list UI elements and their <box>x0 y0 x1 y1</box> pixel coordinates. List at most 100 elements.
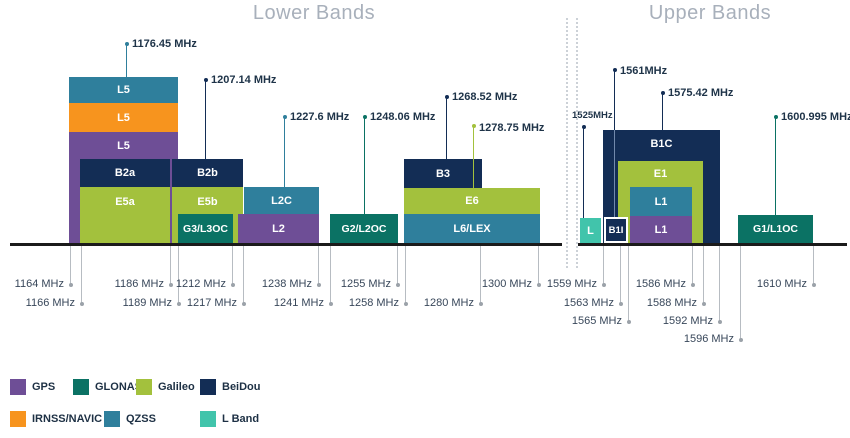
edge-dot <box>317 283 321 287</box>
edge-dot <box>80 302 84 306</box>
marker-label: 1278.75 MHz <box>479 122 545 134</box>
marker-dot <box>472 124 476 128</box>
edge-dot <box>169 283 173 287</box>
band-block-l-band: L <box>580 218 601 243</box>
upper-bands-title: Upper Bands <box>648 2 772 24</box>
legend-item-beidou: BeiDou <box>200 379 261 395</box>
edge-label: 1238 MHz <box>261 278 312 290</box>
marker-dot <box>204 78 208 82</box>
marker-line-1176.45MHz <box>126 44 127 77</box>
legend-swatch-qzss <box>104 411 120 427</box>
band-label-e5a: E5a <box>115 196 135 208</box>
band-block-b2b: B2b <box>172 159 243 187</box>
band-label-l1-qzss: L1 <box>654 195 668 208</box>
edge-label: 1559 MHz <box>546 278 597 290</box>
marker-label: 1248.06 MHz <box>370 111 436 123</box>
edge-line-1280MHz <box>480 246 481 304</box>
legend-swatch-beidou <box>200 379 216 395</box>
edge-line-1563MHz <box>620 246 621 304</box>
band-label-b2b: B2b <box>197 167 218 179</box>
legend-label-irnss: IRNSS/NAVIC <box>32 413 103 425</box>
band-block-g3-l3oc: G3/L3OC <box>178 214 233 243</box>
band-label-l-band: L <box>587 224 594 237</box>
edge-line-1217MHz <box>243 246 244 304</box>
edge-label: 1189 MHz <box>122 297 172 309</box>
band-label-zone-l5-gps: L5 <box>69 132 178 160</box>
edge-dot <box>396 283 400 287</box>
marker-line-1575.42MHz <box>662 93 663 130</box>
edge-dot <box>812 283 816 287</box>
legend-item-irnss: IRNSS/NAVIC <box>10 411 102 427</box>
edge-line-1189MHz <box>178 246 179 304</box>
legend-swatch-galileo <box>136 379 152 395</box>
lower-bands-title: Lower Bands <box>252 2 376 24</box>
edge-dot <box>718 320 722 324</box>
marker-label: 1268.52 MHz <box>452 91 518 103</box>
edge-label: 1300 MHz <box>481 278 532 290</box>
marker-dot <box>125 42 129 46</box>
legend-label-qzss: QZSS <box>126 413 156 425</box>
marker-label: 1600.995 MHz <box>781 111 850 123</box>
marker-line-1278.75MHz <box>473 126 474 188</box>
marker-dot <box>283 115 287 119</box>
band-label-e1: E1 <box>653 168 668 180</box>
marker-line-1600.995MHz <box>775 117 776 215</box>
marker-line-1268.52MHz <box>446 97 447 159</box>
band-label-zone-e5a: E5a <box>80 187 170 217</box>
edge-label: 1565 MHz <box>571 315 622 327</box>
band-label-l5-irnss: L5 <box>117 111 130 124</box>
marker-label: 1525MHz <box>572 110 613 121</box>
band-label-l5-qzss: L5 <box>117 84 130 96</box>
edge-label: 1280 MHz <box>423 297 474 309</box>
legend-item-galileo: Galileo <box>136 379 195 395</box>
legend-item-gps: GPS <box>10 379 55 395</box>
legend-swatch-gps <box>10 379 26 395</box>
band-block-l5-qzss: L5 <box>69 77 178 103</box>
band-block-e6: E6 <box>404 188 540 214</box>
legend-label-galileo: Galileo <box>158 381 195 393</box>
edge-dot <box>627 320 631 324</box>
marker-line-1525MHz <box>583 127 584 218</box>
band-block-l2: L2 <box>238 214 319 243</box>
band-block-g1-l1oc: G1/L1OC <box>738 215 813 243</box>
legend-item-lband: L Band <box>200 411 259 427</box>
marker-line-1227.6MHz <box>284 117 285 187</box>
marker-dot <box>613 68 617 72</box>
marker-dot <box>363 115 367 119</box>
marker-dot <box>661 91 665 95</box>
edge-line-1300MHz <box>538 246 539 285</box>
band-label-l1-gps: L1 <box>654 223 668 236</box>
edge-dot <box>739 338 743 342</box>
edge-dot <box>537 283 541 287</box>
band-label-b1i: B1I <box>608 224 624 236</box>
marker-label: 1176.45 MHz <box>132 38 197 50</box>
edge-dot <box>177 302 181 306</box>
edge-label: 1596 MHz <box>683 333 734 345</box>
legend-swatch-glonass <box>73 379 89 395</box>
legend-label-lband: L Band <box>222 413 260 425</box>
edge-line-1241MHz <box>330 246 331 304</box>
edge-line-1565MHz <box>628 246 629 322</box>
band-label-g3-l3oc: G3/L3OC <box>183 222 228 235</box>
edge-line-1586MHz <box>692 246 693 285</box>
edge-label: 1563 MHz <box>563 297 614 309</box>
legend-label-beidou: BeiDou <box>222 381 261 393</box>
marker-line-1207.14MHz <box>205 80 206 159</box>
band-label-b3: B3 <box>435 167 451 180</box>
edge-label: 1164 MHz <box>14 278 64 290</box>
edge-dot <box>702 302 706 306</box>
band-block-l2c: L2C <box>244 187 319 214</box>
marker-line-overlay-1561MHz <box>614 130 615 217</box>
edge-label: 1241 MHz <box>273 297 324 309</box>
band-label-zone-e1: E1 <box>618 161 703 187</box>
edge-dot <box>231 283 235 287</box>
edge-line-1166MHz <box>81 246 82 304</box>
edge-line-1588MHz <box>703 246 704 304</box>
band-label-e5b: E5b <box>197 196 218 208</box>
divider-dotted-line-2 <box>576 18 578 268</box>
marker-label: 1207.14 MHz <box>211 74 277 86</box>
upper-bands-axis <box>578 243 847 246</box>
marker-dot <box>582 125 586 129</box>
edge-dot <box>69 283 73 287</box>
marker-line-1248.06MHz <box>364 117 365 214</box>
